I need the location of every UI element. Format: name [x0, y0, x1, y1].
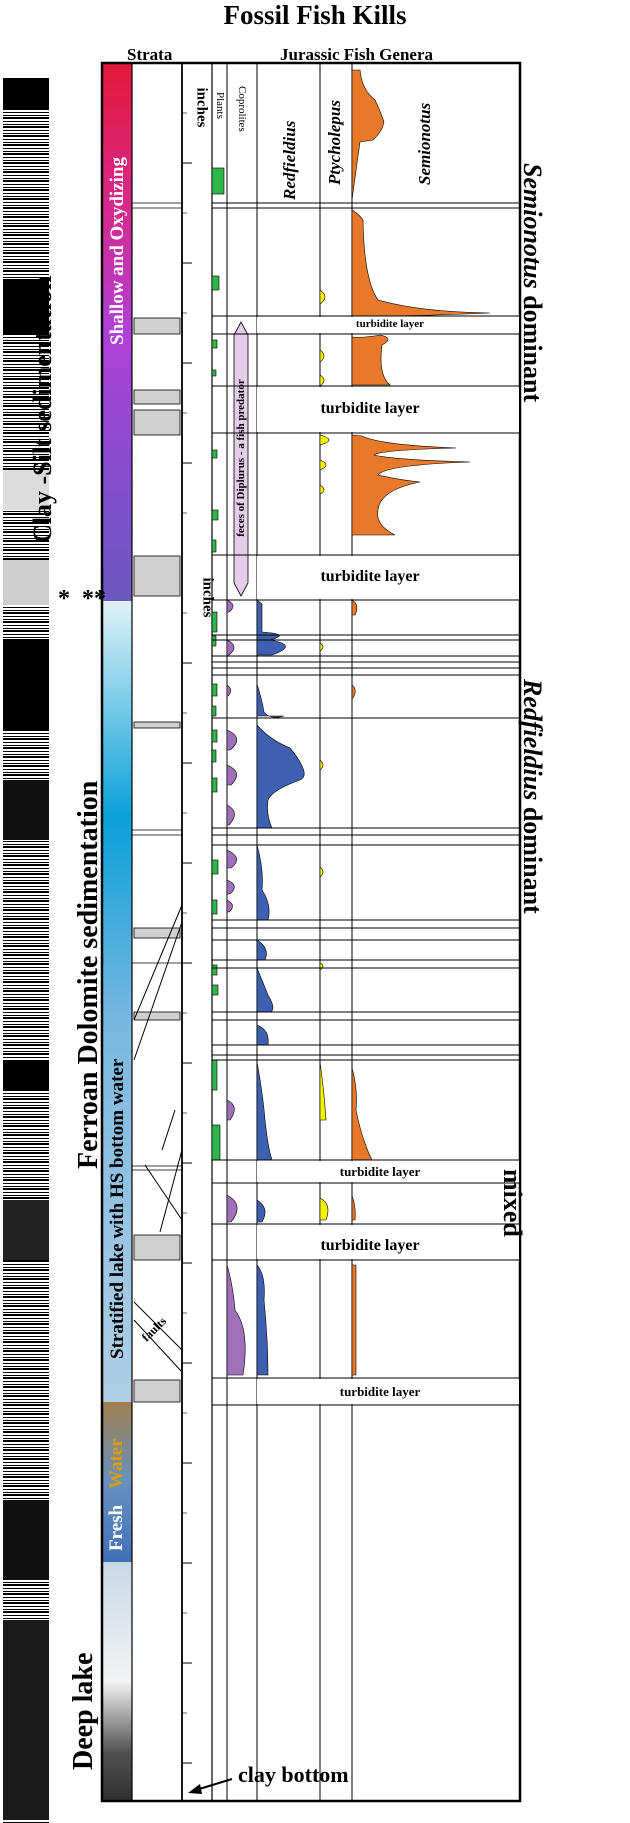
inches-label-lower: inches [199, 577, 216, 618]
core-image [3, 78, 49, 1823]
inch-minor-ticks [182, 112, 187, 1714]
inch-ticks [182, 162, 192, 1764]
strata-grey-bands [133, 317, 181, 1403]
coprolites-label: Coprolites [236, 86, 248, 132]
coprolite-note: feces of Diplurus - a fish predator [235, 379, 247, 537]
mixed-label: mixed [498, 1169, 527, 1237]
chart-frame [100, 61, 522, 1803]
redfieldius-dominant-genus: Redfieldius [518, 679, 547, 801]
asterisk-single: * [58, 586, 70, 612]
coprolite-arrow [233, 321, 249, 597]
env-bar-lower [102, 601, 132, 1801]
ptycholepus-series [319, 289, 330, 1221]
env-bar-fresh [102, 1402, 132, 1562]
strata-header: Strata [127, 45, 173, 64]
stratified-label: Stratified lake with HS bottom water [107, 1058, 128, 1359]
plants-label: Plants [214, 92, 226, 119]
semionotus-dominant-label: Semionotus dominant [517, 163, 547, 463]
semionotus-series [351, 69, 491, 1376]
redfieldius-dominant-word: dominant [518, 800, 547, 914]
redfieldius-dominant-label: Redfieldius dominant [517, 679, 547, 1019]
redfieldius-label: Redfieldius [280, 120, 299, 200]
fault-lines [133, 904, 183, 1373]
turbidite-label-6: turbidite layer [339, 1384, 421, 1399]
turbidite-label-2: turbidite layer [320, 400, 420, 417]
turbidite-boxes [257, 317, 519, 1404]
deep-lake-label: Deep lake [68, 1652, 99, 1770]
strata-lines [132, 202, 182, 1171]
event-lines [212, 202, 520, 1406]
fresh-label: Fresh [106, 1504, 127, 1551]
env-bar-upper [102, 63, 132, 601]
ptycholepus-label: Ptycholepus [325, 100, 344, 185]
shallow-label: Shallow and Oxydizing [107, 157, 128, 345]
plant-bars [211, 167, 225, 1161]
turbidite-label-3: turbidite layer [320, 568, 420, 585]
ferroan-label: Ferroan Dolomite sedimentation [73, 780, 104, 1169]
semionotus-dominant-word: dominant [518, 288, 547, 403]
semionotus-dominant-genus: Semionotus [518, 163, 547, 289]
water-label: Water [106, 1438, 127, 1489]
genera-header: Jurassic Fish Genera [280, 45, 433, 64]
semionotus-label: Semionotus [415, 102, 434, 185]
clay-bottom-label: clay bottom [238, 1762, 349, 1787]
coprolite-series [226, 599, 246, 1376]
redfieldius-series [256, 599, 305, 1376]
clay-silt-label: Clay -Silt sedimentation [28, 275, 57, 543]
chart-title: Fossil Fish Kills [223, 0, 407, 30]
turbidite-label-5: turbidite layer [320, 1237, 420, 1254]
turbidite-label-1: turbidite layer [355, 318, 425, 330]
inches-label-upper: inches [193, 87, 210, 128]
clay-bottom-arrow [188, 1778, 233, 1794]
asterisk-double: ** [82, 586, 106, 612]
turbidite-label-4: turbidite layer [339, 1164, 421, 1179]
